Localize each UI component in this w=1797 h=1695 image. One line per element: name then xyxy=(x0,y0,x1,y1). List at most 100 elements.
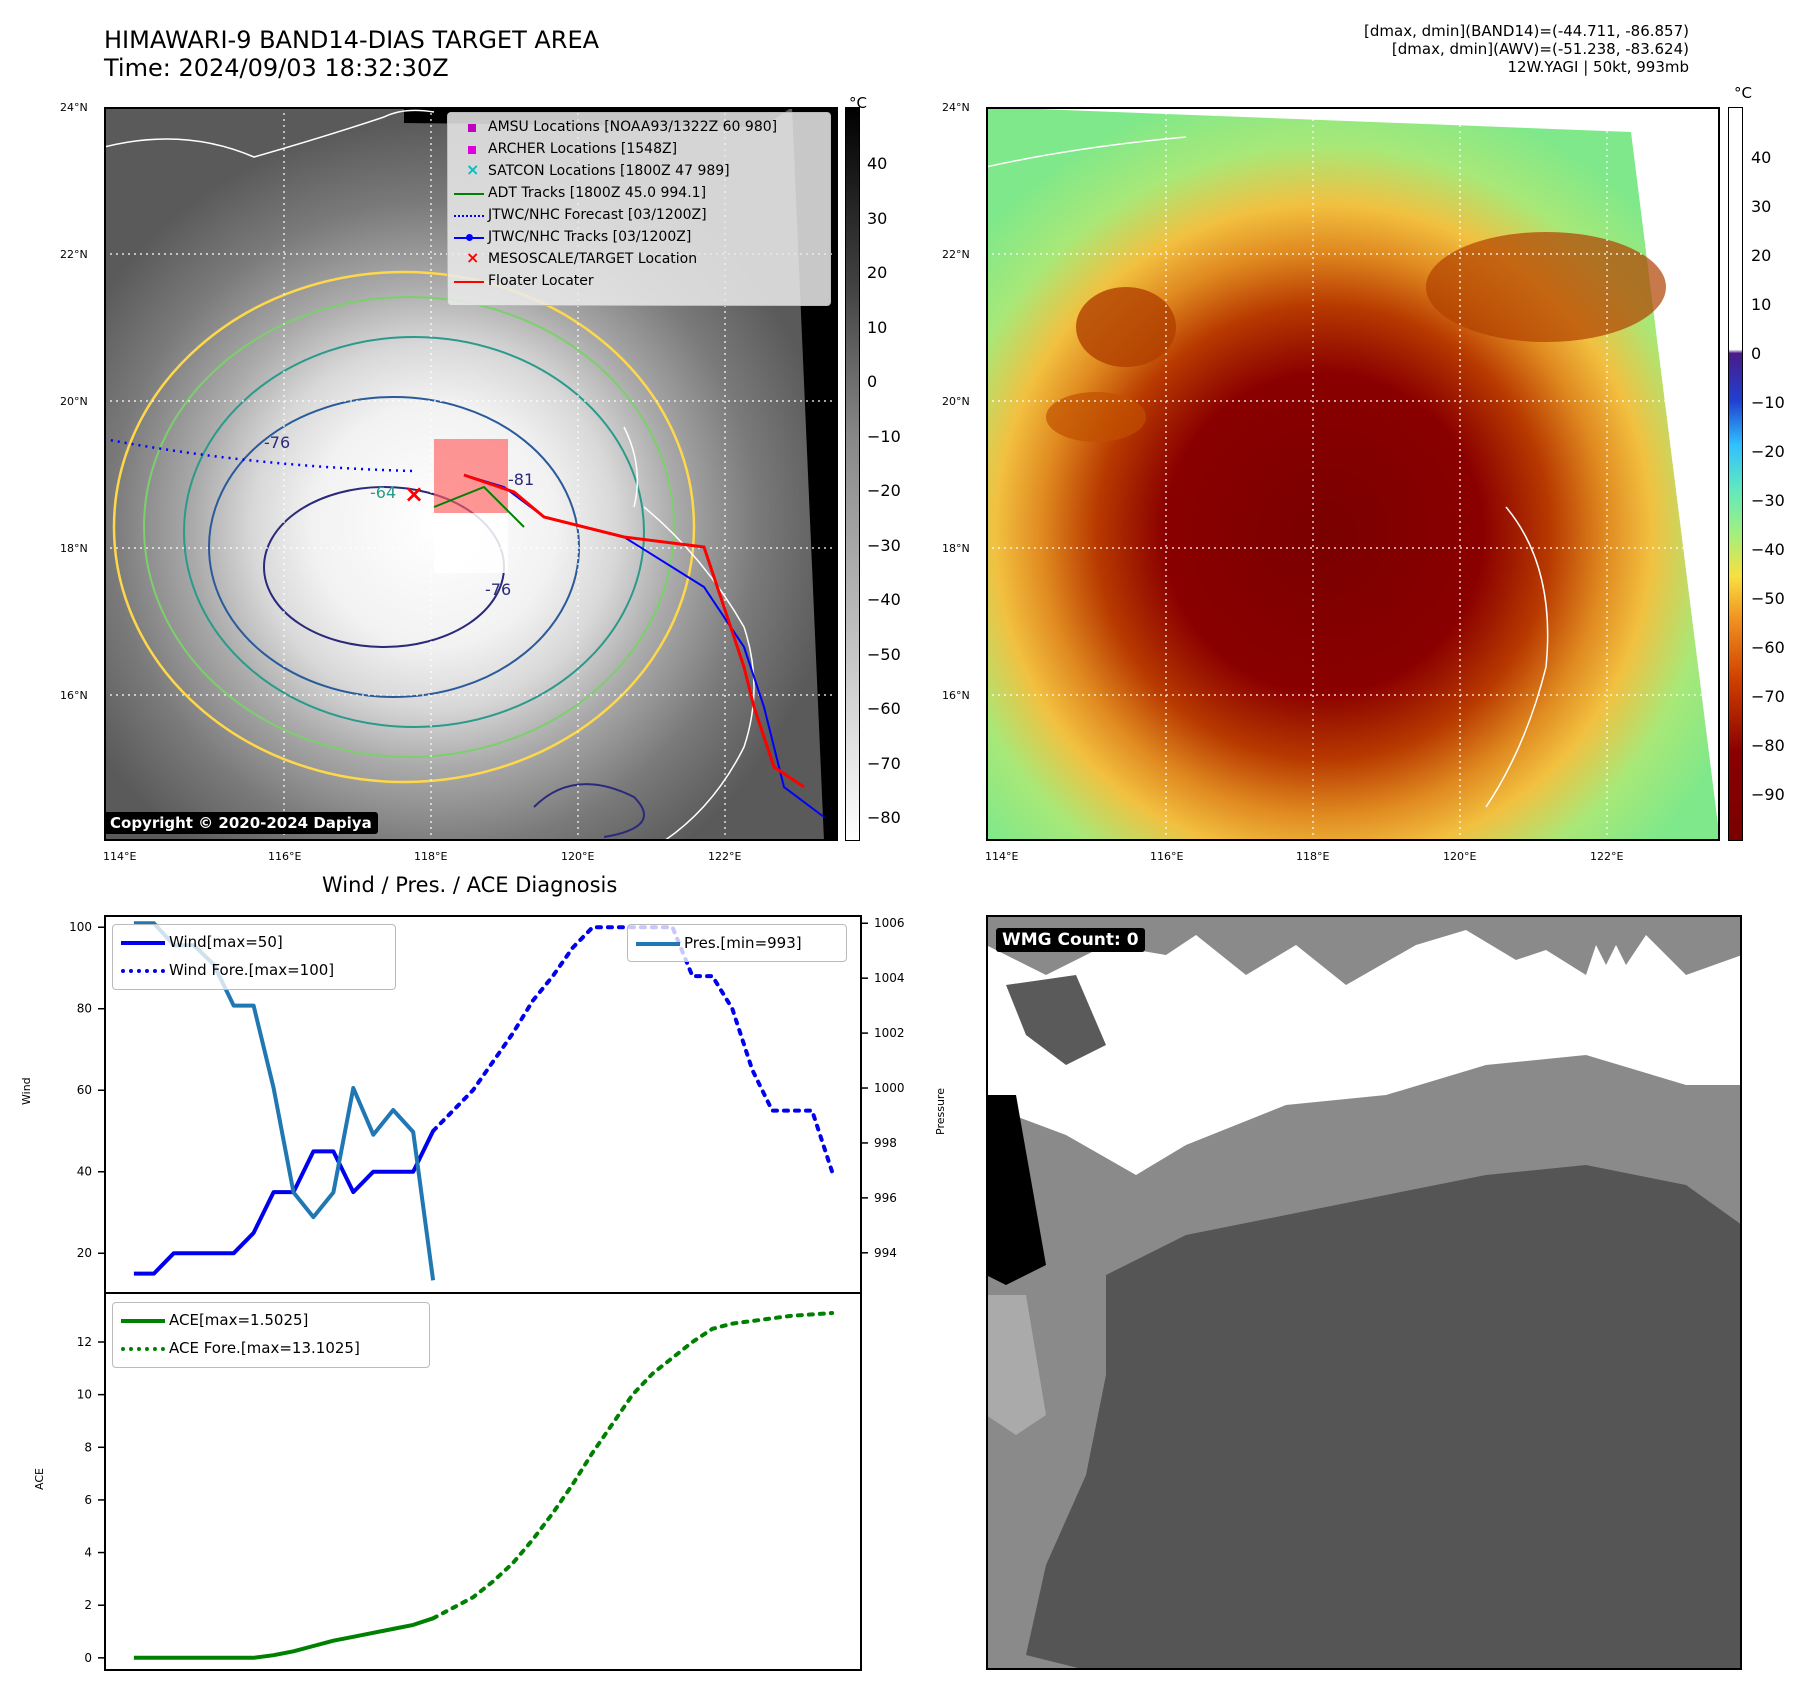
y2-tick-label: 994 xyxy=(874,1246,897,1260)
ace-line-icon xyxy=(119,1309,167,1331)
ace-axis-label: ACE xyxy=(33,1468,46,1490)
y-tick-label: 0 xyxy=(84,1651,92,1665)
lat-tick: 16°N xyxy=(60,689,88,702)
colorbar-tick: −80 xyxy=(1751,736,1785,755)
legend-item: Pres.[min=993] xyxy=(628,932,846,954)
mesoscale-marker: × xyxy=(404,480,424,508)
colorbar-tick: −30 xyxy=(867,535,901,555)
colorbar-tick: −90 xyxy=(1751,785,1785,804)
intensity-info: [dmax, dmin](BAND14)=(-44.711, -86.857) … xyxy=(1364,22,1689,76)
lon-tick: 116°E xyxy=(268,850,302,863)
colorbar-tick: 10 xyxy=(867,317,888,337)
lat-tick: 18°N xyxy=(60,542,88,555)
floater-track xyxy=(463,473,805,789)
y2-tick-label: 1000 xyxy=(874,1081,905,1095)
lon-tick: 120°E xyxy=(1443,850,1477,863)
contour-teal xyxy=(183,336,645,728)
colorbar-tick: 0 xyxy=(1751,344,1762,363)
legend-item: × SATCON Locations [1800Z 47 989] xyxy=(448,160,830,184)
colorbar-tick: 30 xyxy=(1751,197,1772,216)
satcon-marker-icon: × xyxy=(466,160,480,179)
wmg-frame xyxy=(986,915,1742,1670)
y2-tick-label: 996 xyxy=(874,1191,897,1205)
legend-item: ACE[max=1.5025] xyxy=(113,1309,429,1331)
colorbar-right xyxy=(1728,107,1743,841)
contour-label: -64 xyxy=(370,483,397,502)
legend-item: ARCHER Locations [1548Z] xyxy=(448,139,830,162)
colorbar-unit: °C xyxy=(1734,84,1752,102)
ace-chart: 0 2 4 6 8 10 12 xyxy=(77,1311,835,1665)
colorbar-tick: −30 xyxy=(1751,491,1785,510)
colorbar-tick: −50 xyxy=(1751,589,1785,608)
lon-tick: 118°E xyxy=(414,850,448,863)
series-line-1 xyxy=(133,1130,435,1276)
mesoscale-x-icon: × xyxy=(466,248,480,267)
wmg-panel xyxy=(986,915,1742,1670)
colorbar-left xyxy=(845,107,860,841)
contour-label: -76 xyxy=(264,433,291,452)
colorbar-tick: −60 xyxy=(867,699,901,718)
info-line-2: [dmax, dmin](AWV)=(-51.238, -83.624) xyxy=(1391,40,1689,58)
y-tick-label: 8 xyxy=(84,1440,92,1454)
jtwc-track xyxy=(463,474,825,818)
amsu-marker-icon xyxy=(454,117,484,139)
forecast-dotted-icon xyxy=(454,205,484,227)
y-tick-label: 100 xyxy=(69,920,92,934)
colorbar-tick: 0 xyxy=(867,372,878,391)
contour-green xyxy=(143,296,675,758)
colorbar-tick: −40 xyxy=(1751,540,1785,559)
legend-item: Wind Fore.[max=100] xyxy=(113,959,395,981)
colorbar-tick: −20 xyxy=(867,481,901,500)
colorbar-tick: −70 xyxy=(1751,687,1785,706)
contour-blue xyxy=(208,396,580,698)
ir-map-frame xyxy=(104,107,838,841)
jtwc-track-icon xyxy=(454,227,484,249)
figure-title: HIMAWARI-9 BAND14-DIAS TARGET AREA Time:… xyxy=(104,26,599,82)
series-line-2 xyxy=(431,1311,835,1621)
legend-item: ADT Tracks [1800Z 45.0 994.1] xyxy=(448,183,830,206)
lat-tick: 20°N xyxy=(942,395,970,408)
lat-tick: 22°N xyxy=(942,248,970,261)
lon-tick: 122°E xyxy=(708,850,742,863)
colorbar-tick: 10 xyxy=(1751,295,1772,314)
awv-map xyxy=(986,107,1720,841)
lon-tick: 118°E xyxy=(1296,850,1330,863)
colorbar-tick: −60 xyxy=(1751,638,1785,657)
info-line-3: 12W.YAGI | 50kt, 993mb xyxy=(1507,58,1689,76)
adt-line-icon xyxy=(454,183,484,205)
colorbar-tick: −40 xyxy=(867,590,901,609)
y-tick-label: 2 xyxy=(84,1598,92,1612)
pressure-axis-label: Pressure xyxy=(934,1088,947,1135)
info-line-1: [dmax, dmin](BAND14)=(-44.711, -86.857) xyxy=(1364,22,1689,40)
lon-tick: 116°E xyxy=(1150,850,1184,863)
lon-tick: 122°E xyxy=(1590,850,1624,863)
y2-tick-label: 998 xyxy=(874,1136,897,1150)
lat-tick: 18°N xyxy=(942,542,970,555)
floater-line-icon xyxy=(454,271,484,293)
awv-map-frame xyxy=(986,107,1720,841)
y-tick-label: 12 xyxy=(77,1335,92,1349)
title-line-1: HIMAWARI-9 BAND14-DIAS TARGET AREA xyxy=(104,26,600,54)
awv-grid xyxy=(986,107,1720,841)
colorbar-tick: 20 xyxy=(867,263,888,282)
y2-tick-label: 1004 xyxy=(874,971,905,985)
forecast-track xyxy=(104,437,415,473)
lat-tick: 22°N xyxy=(60,248,88,261)
colorbar-tick: −70 xyxy=(867,753,901,773)
y-tick-label: 20 xyxy=(77,1246,92,1260)
map-legend: AMSU Locations [NOAA93/1322Z 60 980] ARC… xyxy=(447,112,831,306)
y-tick-label: 6 xyxy=(84,1493,92,1507)
legend-item: JTWC/NHC Forecast [03/1200Z] xyxy=(448,205,830,228)
lat-tick: 24°N xyxy=(942,101,970,114)
ace-legend: ACE[max=1.5025] ACE Fore.[max=13.1025] xyxy=(112,1302,430,1368)
legend-item: Floater Locater xyxy=(448,271,830,294)
contour-label: -76 xyxy=(485,580,512,599)
wind-axis-label: Wind xyxy=(20,1077,33,1105)
series-line-2 xyxy=(431,925,835,1174)
colorbar-tick: −10 xyxy=(1751,393,1785,412)
legend-item: Wind[max=50] xyxy=(113,931,395,953)
legend-item: × MESOSCALE/TARGET Location xyxy=(448,248,830,272)
colorbar-tick: 30 xyxy=(867,208,888,228)
lat-tick: 24°N xyxy=(60,101,88,114)
series-line-1 xyxy=(133,1616,434,1660)
